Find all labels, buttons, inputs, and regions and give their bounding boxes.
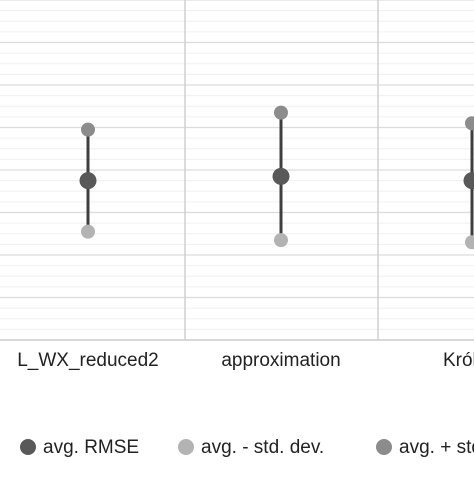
legend-label-1: avg. - std. dev.: [201, 437, 324, 458]
x-tick-label: L_WX_reduced2: [17, 350, 159, 371]
legend-marker-0: [20, 439, 36, 455]
avg-plus-sd-point: [81, 123, 95, 137]
avg-rmse-point: [80, 172, 97, 189]
avg-plus-sd-point: [465, 116, 474, 130]
avg-rmse-point: [464, 172, 474, 189]
legend-marker-2: [376, 439, 392, 455]
x-tick-label: approximation: [221, 350, 340, 371]
avg-minus-sd-point: [274, 233, 288, 247]
avg-minus-sd-point: [81, 225, 95, 239]
avg-plus-sd-point: [274, 106, 288, 120]
x-tick-label: Króliko: [443, 350, 474, 371]
legend-marker-1: [178, 439, 194, 455]
avg-minus-sd-point: [465, 235, 474, 249]
avg-rmse-point: [273, 168, 290, 185]
legend-label-0: avg. RMSE: [43, 437, 139, 458]
legend-label-2: avg. + std: [399, 437, 474, 458]
